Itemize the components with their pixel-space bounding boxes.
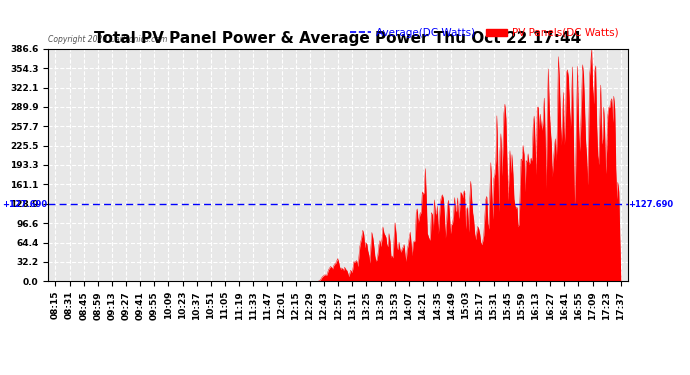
Text: +127.690: +127.690: [3, 200, 48, 209]
Title: Total PV Panel Power & Average Power Thu Oct 22 17:44: Total PV Panel Power & Average Power Thu…: [95, 31, 582, 46]
Legend: Average(DC Watts), PV Panels(DC Watts): Average(DC Watts), PV Panels(DC Watts): [346, 24, 622, 42]
Text: Copyright 2020 Cartronics.com: Copyright 2020 Cartronics.com: [48, 35, 168, 44]
Text: +127.690: +127.690: [629, 200, 673, 209]
